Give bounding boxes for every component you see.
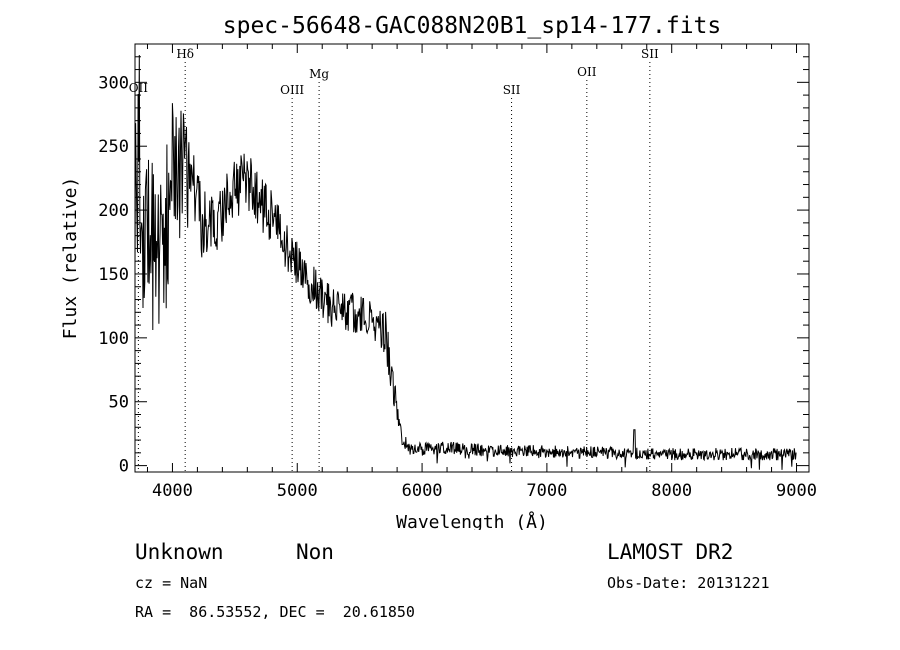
y-tick-label: 50 bbox=[109, 393, 129, 413]
x-tick-label: 4000 bbox=[152, 481, 193, 501]
spectral-line-label: OII bbox=[129, 81, 149, 95]
spectral-line-label: OII bbox=[577, 65, 597, 79]
y-tick-label: 200 bbox=[98, 201, 129, 221]
x-tick-label: 7000 bbox=[526, 481, 567, 501]
y-tick-label: 100 bbox=[98, 329, 129, 349]
y-tick-label: 300 bbox=[98, 73, 129, 93]
x-tick-label: 9000 bbox=[776, 481, 817, 501]
ra-dec: RA = 86.53552, DEC = 20.61850 bbox=[135, 603, 415, 621]
plot-frame bbox=[134, 43, 810, 473]
cz-value: cz = NaN bbox=[135, 574, 208, 592]
x-tick-label: 6000 bbox=[402, 481, 443, 501]
spectral-line-label: OIII bbox=[280, 83, 304, 97]
spectral-line-label: Hδ bbox=[176, 47, 194, 61]
spectrum-line bbox=[134, 54, 797, 470]
x-axis-label: Wavelength (Å) bbox=[396, 511, 548, 530]
spectral-line-label: SII bbox=[503, 83, 521, 97]
subclass-label: Non bbox=[296, 540, 334, 564]
spectrum-layer bbox=[134, 54, 797, 470]
y-tick-label: 250 bbox=[98, 137, 129, 157]
y-tick-label: 0 bbox=[119, 457, 129, 477]
axes: 4000 5000 6000 7000 8000 9000 0 50 100 150 200 250 3… bbox=[98, 44, 817, 501]
spectral-line-markers: OII Hδ OIII Mg SII OII SII bbox=[129, 47, 659, 472]
y-tick-label: 150 bbox=[98, 265, 129, 285]
x-tick-label: 8000 bbox=[651, 481, 692, 501]
obs-date: Obs-Date: 20131221 bbox=[607, 574, 770, 592]
spectral-line-label: SII bbox=[641, 47, 659, 61]
x-tick-label: 5000 bbox=[277, 481, 318, 501]
class-label: Unknown bbox=[135, 540, 224, 564]
chart-title: spec-56648-GAC088N20B1_sp14-177.fits bbox=[223, 13, 722, 39]
spectral-line-label: Mg bbox=[309, 67, 329, 81]
y-axis-label: Flux (relative) bbox=[60, 177, 81, 340]
spectrum-chart: spec-56648-GAC088N20B1_sp14-177.fits OII… bbox=[60, 13, 817, 530]
survey-label: LAMOST DR2 bbox=[607, 540, 734, 564]
